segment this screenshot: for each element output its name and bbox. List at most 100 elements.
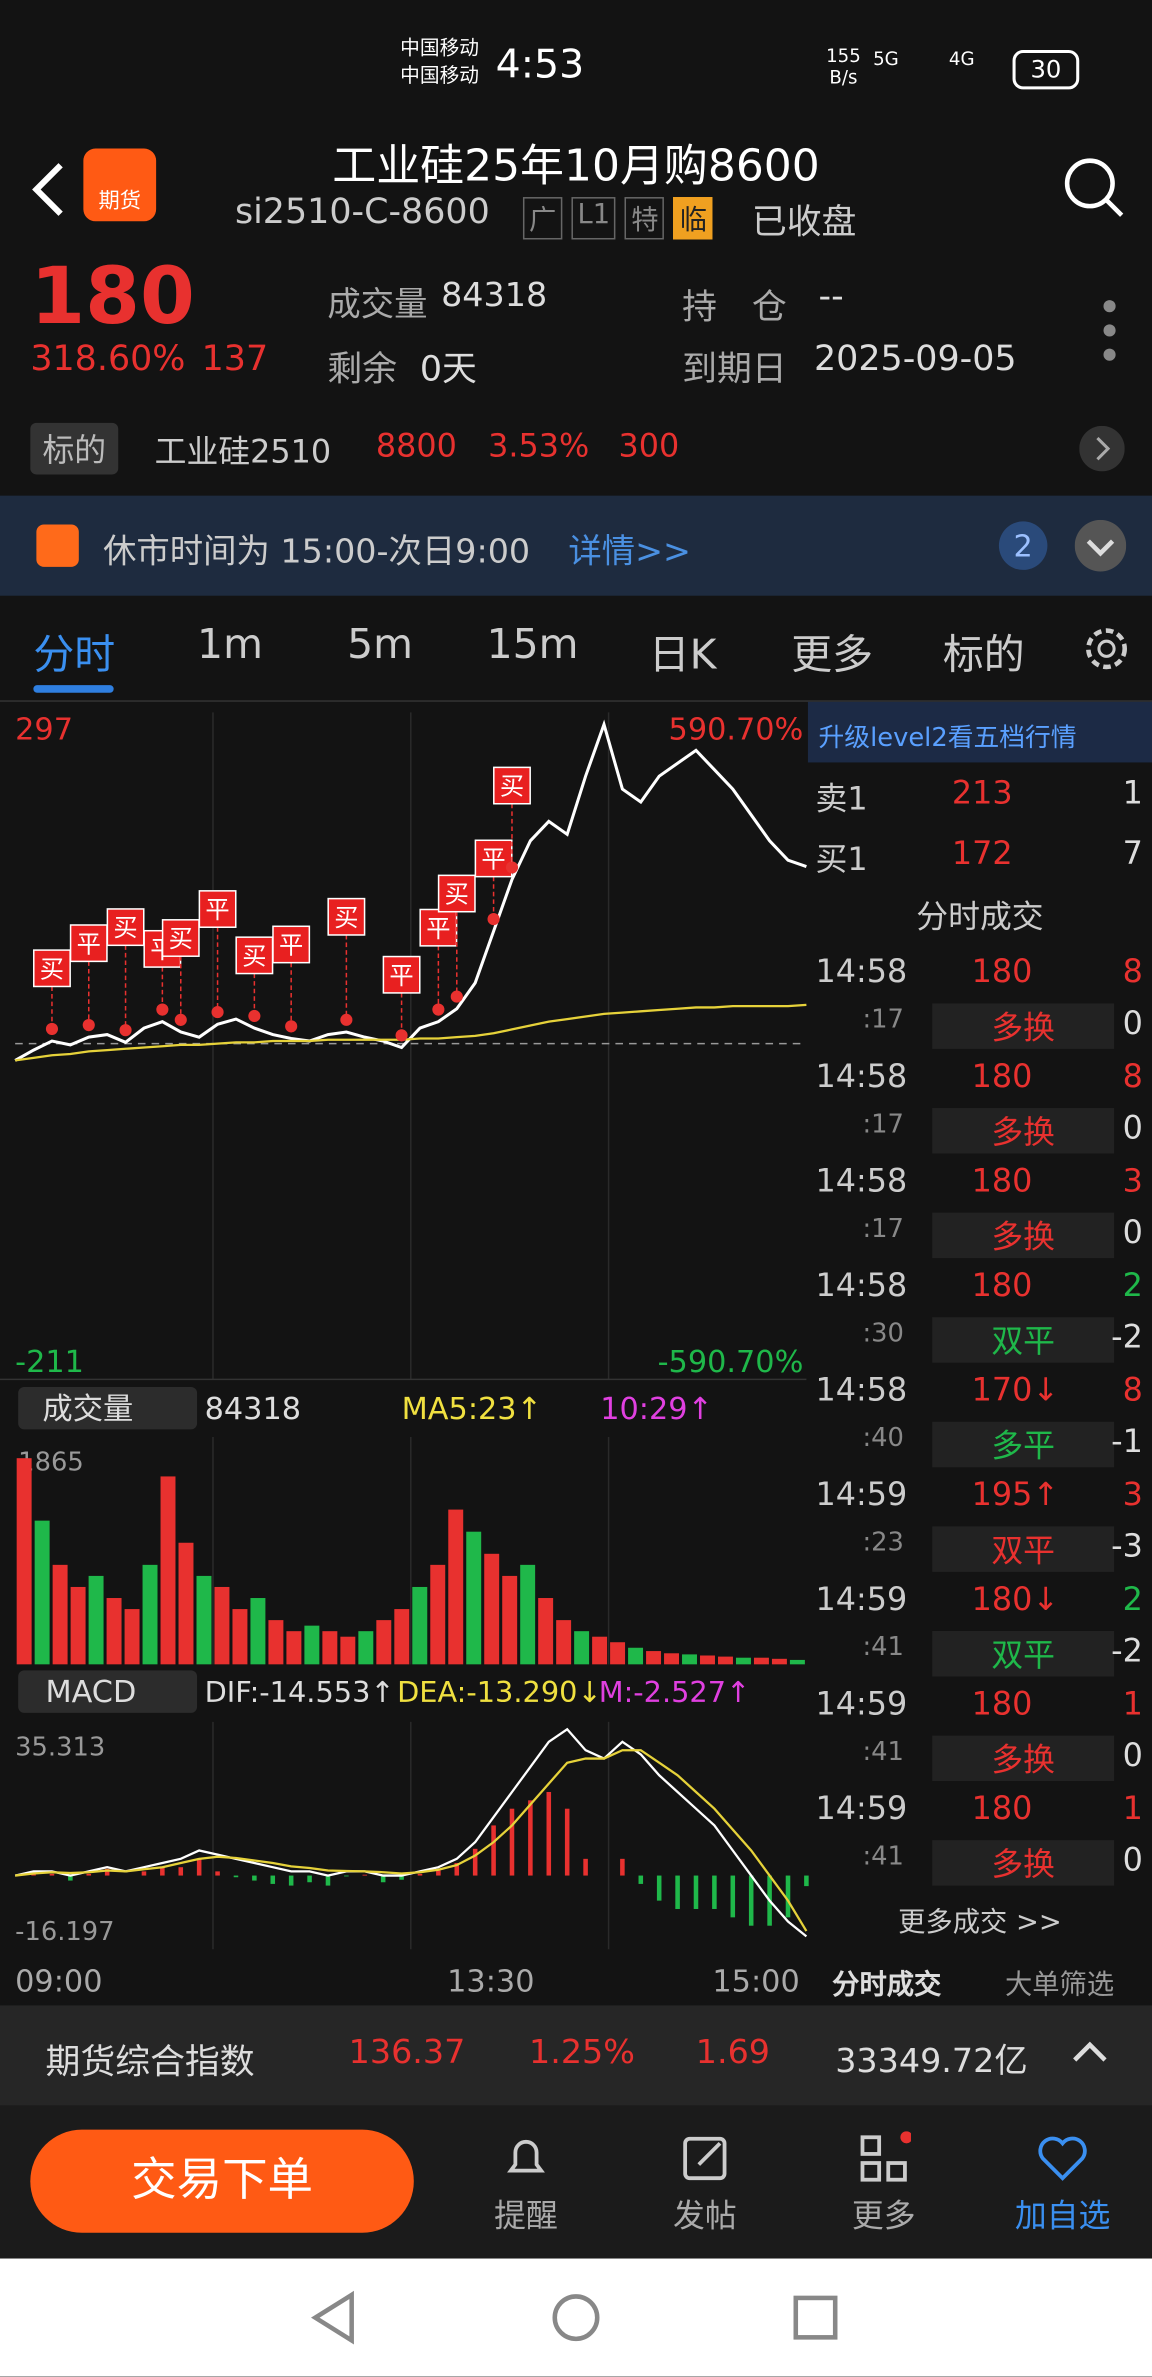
notice-link[interactable]: 详情>> [568, 533, 692, 572]
macd-bar [252, 1875, 257, 1881]
marker-dot [211, 1006, 224, 1019]
expand-button[interactable] [1074, 519, 1127, 572]
underlying-price: 8800 [375, 427, 457, 464]
marker-label: 买 [445, 880, 469, 909]
nav-item[interactable]: 发帖 [673, 2197, 737, 2235]
tab[interactable]: 15m [486, 621, 579, 669]
tab[interactable]: 更多 [791, 632, 874, 680]
trade-marker [493, 766, 531, 805]
nav-item[interactable]: 更多 [851, 2197, 916, 2235]
tab[interactable]: 日K [648, 632, 717, 680]
notice-bar [0, 495, 1152, 596]
trade-marker [382, 955, 421, 994]
index-amount: 33349.72亿 [835, 2043, 1028, 2082]
trade-volume: 3 [1122, 1162, 1143, 1199]
macd-line [15, 1749, 808, 1932]
trade-sec: :17 [862, 1004, 904, 1036]
tag: 特 [625, 197, 665, 240]
marker-dot [432, 1003, 445, 1016]
macd-bar [491, 1825, 496, 1876]
macd-bar [215, 1871, 220, 1876]
panel-tab[interactable]: 大单筛选 [1004, 1969, 1115, 2001]
nav-item[interactable]: 提醒 [494, 2197, 558, 2235]
trade-marker [437, 874, 476, 913]
tab[interactable]: 1m [197, 621, 263, 669]
volume-bar [789, 1659, 805, 1665]
more-trades[interactable]: 更多成交 >> [898, 1906, 1062, 1939]
nav-icon[interactable] [1035, 2131, 1090, 2186]
trade-price: 180 [971, 1058, 1033, 1095]
trade-sec: :17 [862, 1109, 904, 1140]
trade-sec: :17 [862, 1214, 904, 1245]
volume-bar [34, 1520, 50, 1665]
net-speed: 155 B/s [826, 45, 861, 87]
trade-oi: 0 [1122, 1004, 1143, 1042]
underlying-name[interactable]: 工业硅2510 [154, 433, 332, 470]
macd-bar [104, 1868, 110, 1876]
volume-bar [88, 1575, 104, 1665]
y-label: -211 [15, 1345, 84, 1380]
macd-bar [344, 1875, 349, 1877]
index-pct: 1.25% [529, 2034, 635, 2073]
collapse-button[interactable] [1070, 2037, 1109, 2067]
trade-oi: 0 [1122, 1841, 1143, 1879]
tab[interactable]: 标的 [942, 632, 1025, 680]
nav-icon[interactable] [856, 2131, 911, 2186]
trade-sec: :41 [862, 1737, 904, 1768]
volume-bar [394, 1609, 410, 1665]
system-buttons[interactable] [0, 2259, 1152, 2377]
settings-button[interactable] [1079, 621, 1134, 676]
macd-bar [178, 1867, 184, 1876]
index-bar[interactable] [0, 2005, 1152, 2106]
trade-oi: 0 [1122, 1214, 1143, 1251]
marker-dot [248, 1009, 261, 1023]
speed-unit: B/s [829, 66, 858, 88]
trade-type: 双平 [932, 1630, 1115, 1677]
back-button[interactable] [27, 159, 72, 220]
trade-volume: 8 [1122, 1058, 1143, 1095]
volume-bar [646, 1651, 662, 1665]
panel-tab[interactable]: 分时成交 [832, 1969, 942, 2001]
search-button[interactable] [1061, 155, 1129, 223]
trade-oi: 0 [1122, 1109, 1143, 1146]
index-value: 136.37 [348, 2034, 466, 2073]
trade-oi: -2 [1111, 1318, 1143, 1356]
section-title: 分时成交 [916, 898, 1044, 936]
trade-price: 180 [971, 1685, 1033, 1722]
nav-item[interactable]: 加自选 [1014, 2197, 1111, 2235]
arrow-button[interactable] [1079, 425, 1125, 472]
label: 标的 [30, 422, 119, 475]
more-menu[interactable] [1097, 297, 1121, 364]
pct-label: -590.70% [658, 1345, 804, 1380]
nav-icon[interactable] [499, 2131, 554, 2186]
macd-bar [141, 1871, 147, 1876]
underlying-pct: 3.53% [488, 427, 590, 464]
system-nav [0, 2258, 1152, 2377]
marker-label: 平 [426, 914, 450, 943]
tab[interactable]: 5m [347, 621, 414, 669]
y-label: -16.197 [15, 1917, 114, 1947]
trade-button[interactable]: 交易下单 [30, 2129, 414, 2233]
nav-icon[interactable] [678, 2131, 733, 2186]
tab[interactable]: 分时 [33, 632, 116, 680]
macd-bar [620, 1858, 625, 1876]
market-status[interactable]: 已收盘 [751, 203, 857, 243]
upgrade-bar[interactable] [807, 701, 1152, 763]
upgrade-text[interactable]: 升级level2看五档行情 [818, 723, 1077, 754]
volume-bar [502, 1575, 518, 1665]
dea-label: DEA:-13.290↓ [397, 1675, 601, 1709]
marker-dot [285, 1020, 298, 1033]
trade-price: 180 [971, 1790, 1033, 1827]
volume-bar [412, 1586, 428, 1665]
trade-time: 14:58 [815, 1371, 908, 1409]
trade-type: 多平 [932, 1421, 1115, 1468]
volume-bar [16, 1458, 32, 1665]
notice-count: 2 [998, 521, 1048, 570]
macd-bar [804, 1875, 809, 1887]
marker-dot [82, 1018, 95, 1032]
volume-bar [70, 1586, 86, 1665]
index-change: 1.69 [695, 2034, 770, 2073]
volume-bar [304, 1625, 320, 1665]
trade-marker [198, 890, 237, 928]
